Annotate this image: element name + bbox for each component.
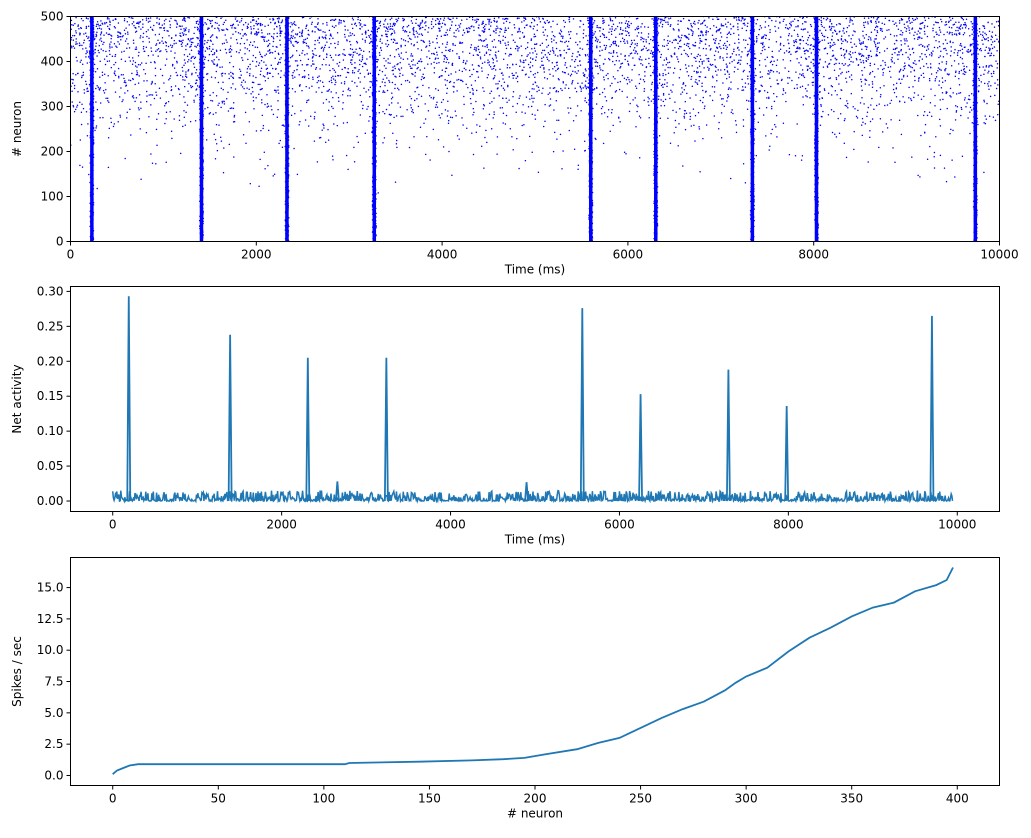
y-tick-label: 0.15 [37,389,64,403]
y-tick-label: 200 [41,145,64,159]
rate-curve [112,567,954,775]
activity-peak [726,369,731,502]
y-tick-label: 100 [41,190,64,204]
raster-spikes [70,16,1000,242]
activity-peak [305,357,311,502]
activity-peak [524,482,529,502]
y-tick-label: 0.25 [37,319,64,333]
x-tick-label: 50 [211,792,226,806]
x-tick-label: 2000 [241,248,272,262]
x-tick-label: 8000 [773,518,804,532]
y-tick-label: 0 [56,235,64,249]
y-tick-label: 500 [41,10,64,24]
axes-2: 0 2000 4000 6000 8000 10000 0.00 0.05 0.10 0.15 0.… [10,284,1000,547]
activity-peak [383,357,389,502]
axes-3: 0 50 100 150 200 250 300 350 400 0.0 2.5 5.0 7.5 10.0… [10,557,1000,821]
y-tick-label: 2.5 [44,737,63,751]
x-tick-label: 0 [67,248,75,262]
x-axis-label: Time (ms) [504,533,566,547]
y-tick-label: 0.0 [44,768,63,782]
x-tick-label: 200 [524,792,547,806]
axes-1: 0 2000 4000 6000 8000 10000 0 100 200 300 400 500 Ti… [10,10,1019,277]
x-tick-label: 250 [629,792,652,806]
plot-frame [70,16,1000,242]
x-tick-label: 4000 [427,248,458,262]
y-tick-label: 12.5 [37,612,64,626]
y-tick-label: 15.0 [37,581,64,595]
activity-peak [638,394,643,502]
x-tick-label: 10000 [980,248,1018,262]
activity-peak [334,481,340,502]
activity-peak [579,308,585,502]
y-tick-label: 10.0 [37,643,64,657]
x-tick-label: 0 [109,792,117,806]
y-tick-label: 400 [41,55,64,69]
activity-peak [929,315,935,502]
activity-baseline [111,488,954,504]
y-tick-label: 0.30 [37,284,64,298]
x-tick-label: 6000 [604,518,635,532]
x-tick-label: 100 [312,792,335,806]
activity-peak [784,405,790,502]
plot-frame [70,286,1000,512]
x-tick-label: 0 [109,518,117,532]
y-axis-label: Spikes / sec [10,636,24,707]
x-tick-label: 6000 [613,248,644,262]
y-tick-label: 0.20 [37,354,64,368]
x-tick-label: 150 [418,792,441,806]
x-axis-label: # neuron [507,807,563,821]
y-axis-label: Net activity [10,364,24,433]
y-tick-label: 0.10 [37,424,64,438]
raster-points [70,16,1000,242]
x-tick-label: 2000 [266,518,297,532]
y-tick-label: 0.00 [37,494,64,508]
plot-frame [70,557,1000,786]
activity-peak [227,334,233,502]
x-axis-label: Time (ms) [504,263,566,277]
x-tick-label: 350 [840,792,863,806]
x-tick-label: 4000 [435,518,466,532]
x-tick-label: 10000 [938,518,976,532]
y-tick-label: 7.5 [44,675,63,689]
y-tick-label: 300 [41,100,64,114]
y-tick-label: 5.0 [44,706,63,720]
y-axis-label: # neuron [10,101,24,157]
x-tick-label: 400 [946,792,969,806]
y-tick-label: 0.05 [37,459,64,473]
x-tick-label: 300 [735,792,758,806]
activity-peak [126,296,132,502]
activity-series [111,296,954,504]
x-tick-label: 8000 [798,248,829,262]
